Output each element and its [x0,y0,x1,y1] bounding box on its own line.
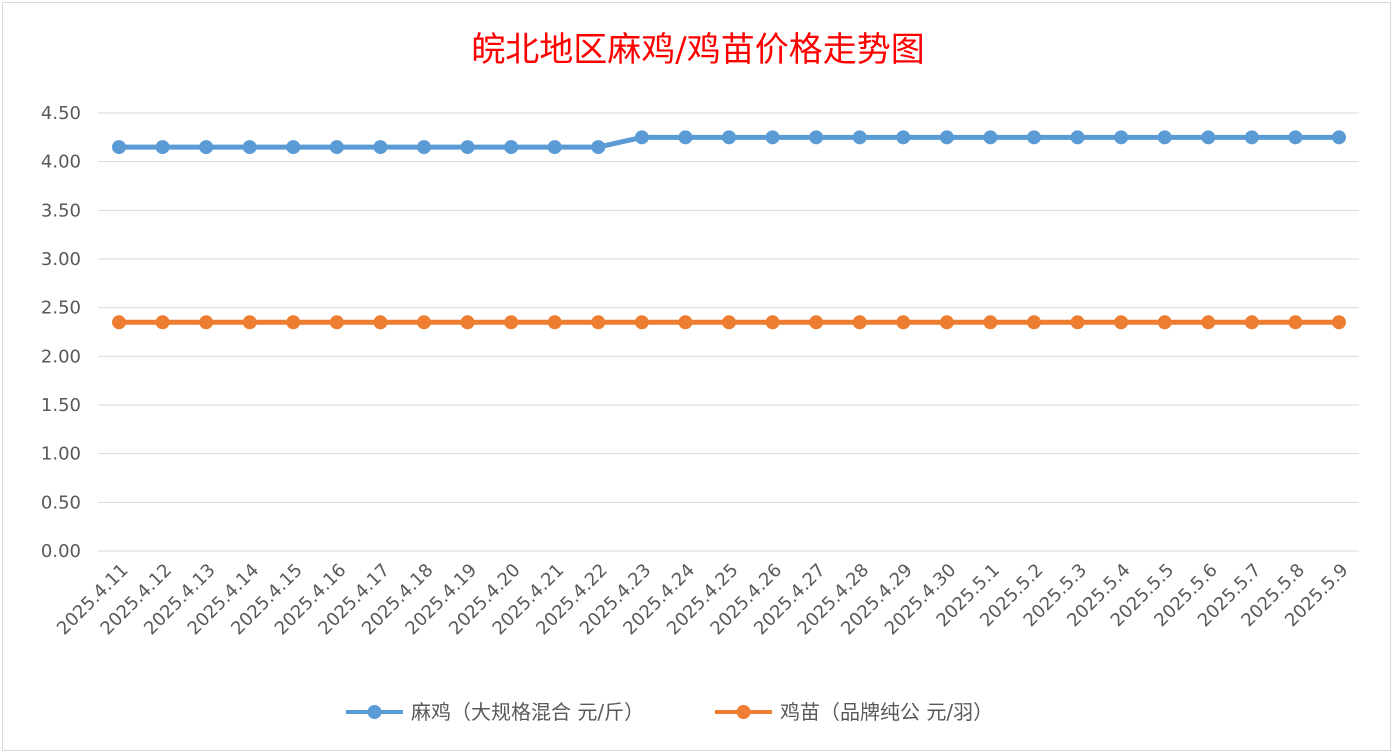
data-point [852,315,867,330]
data-point [1201,130,1216,145]
data-point [504,140,519,155]
y-axis-ticks: 0.00 0.50 1.00 1.50 2.00 2.50 3.00 3.50 4.00 4.50 [41,103,81,562]
data-point [809,315,824,330]
data-point [112,140,126,155]
data-point [765,315,780,330]
data-point [939,315,954,330]
data-point [417,140,431,155]
data-point [1332,130,1346,145]
line-chart: 皖北地区麻鸡/鸡苗价格走势图 0.00 0.50 1.00 1.50 2.00 2.50 3… [41,30,1359,724]
data-point [1027,130,1041,145]
data-point [1070,130,1085,145]
data-point [286,315,301,330]
data-point [1114,130,1129,145]
data-point [329,140,344,155]
data-point [765,130,780,145]
data-point [1201,315,1216,330]
data-point [678,130,693,145]
legend-label-maji: 麻鸡（大规格混合 元/斤） [411,700,644,724]
y-tick-label: 3.00 [41,249,81,270]
chart-title: 皖北地区麻鸡/鸡苗价格走势图 [471,30,924,70]
x-axis-ticks: 2025.4.112025.4.122025.4.132025.4.142025… [53,560,1353,640]
legend-label-jimiao: 鸡苗（品牌纯公 元/羽） [780,700,993,724]
data-point [591,140,606,155]
data-point [199,140,214,155]
series-lines [112,130,1346,330]
data-point [1244,315,1259,330]
data-point [939,130,954,145]
data-point [373,140,388,155]
gridlines [98,112,1359,552]
data-point [852,130,867,145]
y-tick-label: 2.50 [41,298,81,319]
y-tick-label: 3.50 [41,200,81,221]
data-point [155,315,170,330]
data-point [112,315,126,330]
data-point [634,130,649,145]
data-point [634,315,649,330]
data-point [896,315,911,330]
data-point [1027,315,1041,330]
data-point [373,315,388,330]
data-point [591,315,606,330]
y-tick-label: 0.00 [41,541,81,562]
data-point [155,140,170,155]
y-tick-label: 1.00 [41,444,81,465]
data-point [547,140,562,155]
data-point [1114,315,1129,330]
data-point [678,315,693,330]
data-point [1288,315,1303,330]
legend-marker-maji [367,705,382,719]
data-point [199,315,214,330]
legend: 麻鸡（大规格混合 元/斤） 鸡苗（品牌纯公 元/羽） [346,700,993,724]
data-point [983,130,998,145]
data-point [286,140,301,155]
data-point [242,140,257,155]
y-tick-label: 4.50 [41,103,81,124]
data-point [896,130,911,145]
data-point [1070,315,1085,330]
data-point [722,130,736,145]
data-point [809,130,824,145]
data-point [460,315,475,330]
y-tick-label: 0.50 [41,492,81,513]
y-tick-label: 1.50 [41,395,81,416]
y-tick-label: 4.00 [41,152,81,173]
data-point [983,315,998,330]
data-point [1157,130,1172,145]
data-point [722,315,736,330]
y-tick-label: 2.00 [41,346,81,367]
data-point [547,315,562,330]
data-point [1288,130,1303,145]
legend-marker-jimiao [736,705,751,719]
data-point [242,315,257,330]
data-point [1244,130,1259,145]
data-point [460,140,475,155]
data-point [417,315,431,330]
data-point [504,315,519,330]
data-point [1332,315,1346,330]
data-point [329,315,344,330]
data-point [1157,315,1172,330]
